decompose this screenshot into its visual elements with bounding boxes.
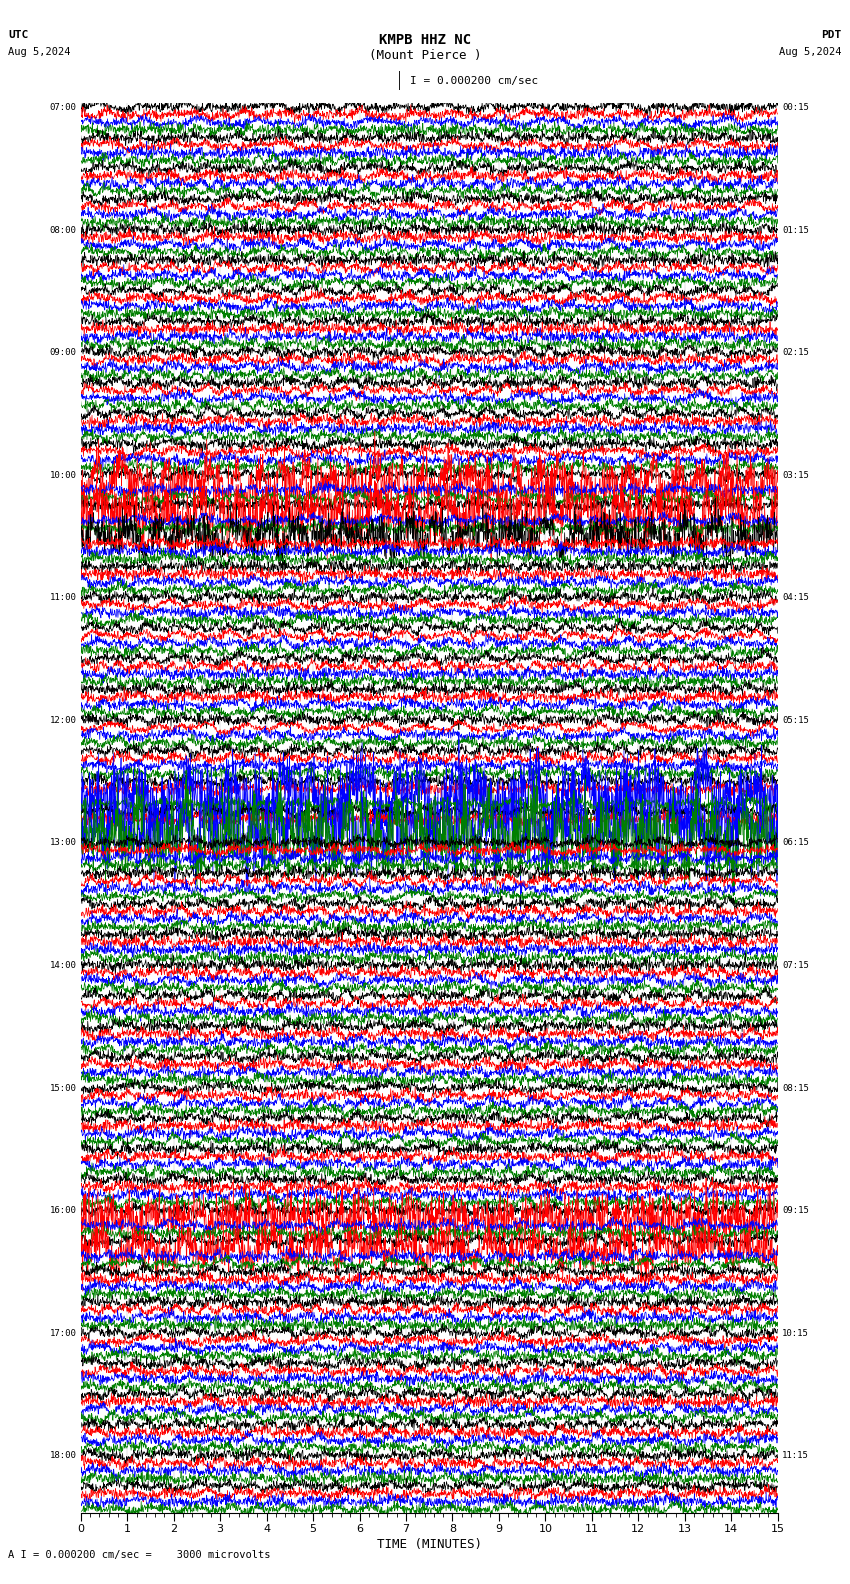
Text: KMPB HHZ NC: KMPB HHZ NC — [379, 33, 471, 46]
Text: 04:15: 04:15 — [782, 594, 809, 602]
Text: 07:00: 07:00 — [49, 103, 76, 112]
Text: 11:15: 11:15 — [782, 1451, 809, 1460]
Text: 11:00: 11:00 — [49, 594, 76, 602]
Text: 10:15: 10:15 — [782, 1329, 809, 1338]
Text: 01:15: 01:15 — [782, 225, 809, 234]
Text: 02:15: 02:15 — [782, 348, 809, 356]
Text: PDT: PDT — [821, 30, 842, 40]
Text: 09:00: 09:00 — [49, 348, 76, 356]
Text: 08:00: 08:00 — [49, 225, 76, 234]
Text: 09:15: 09:15 — [782, 1207, 809, 1215]
Text: UTC: UTC — [8, 30, 29, 40]
Text: 07:15: 07:15 — [782, 961, 809, 969]
Text: (Mount Pierce ): (Mount Pierce ) — [369, 49, 481, 62]
Text: Aug 5,2024: Aug 5,2024 — [779, 48, 842, 57]
Text: 18:00: 18:00 — [49, 1451, 76, 1460]
Text: 06:15: 06:15 — [782, 838, 809, 847]
Text: 00:15: 00:15 — [782, 103, 809, 112]
Text: 05:15: 05:15 — [782, 716, 809, 725]
Text: I = 0.000200 cm/sec: I = 0.000200 cm/sec — [410, 76, 538, 86]
Text: 14:00: 14:00 — [49, 961, 76, 969]
Text: 15:00: 15:00 — [49, 1083, 76, 1093]
Text: 16:00: 16:00 — [49, 1207, 76, 1215]
Text: 10:00: 10:00 — [49, 470, 76, 480]
Text: Aug 5,2024: Aug 5,2024 — [8, 48, 71, 57]
X-axis label: TIME (MINUTES): TIME (MINUTES) — [377, 1538, 482, 1551]
Text: 08:15: 08:15 — [782, 1083, 809, 1093]
Text: 03:15: 03:15 — [782, 470, 809, 480]
Text: 13:00: 13:00 — [49, 838, 76, 847]
Text: 17:00: 17:00 — [49, 1329, 76, 1338]
Text: 12:00: 12:00 — [49, 716, 76, 725]
Text: A I = 0.000200 cm/sec =    3000 microvolts: A I = 0.000200 cm/sec = 3000 microvolts — [8, 1551, 271, 1560]
